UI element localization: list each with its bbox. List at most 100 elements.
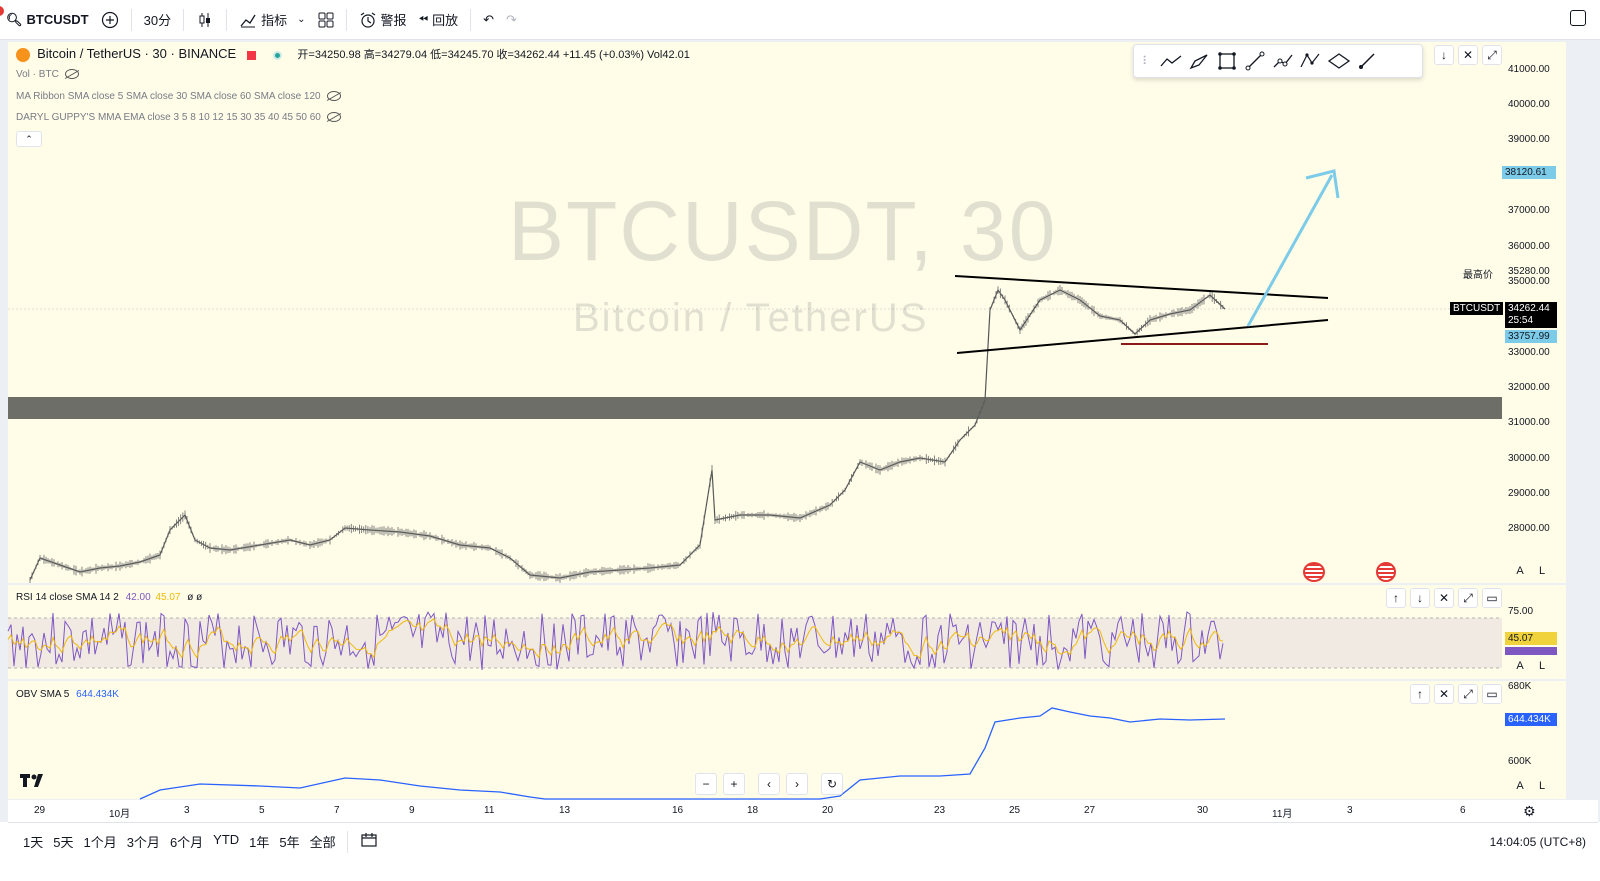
arrow-up-icon: ↑: [1417, 687, 1423, 701]
time-label: 11: [484, 805, 495, 816]
symbol-search[interactable]: 🔍︎ BTCUSDT: [0, 6, 95, 34]
pane-close-button[interactable]: ✕: [1458, 45, 1478, 65]
chart-type-button[interactable]: [190, 6, 220, 34]
obv-tick-680: 680K: [1508, 681, 1532, 692]
hidden-eye-icon[interactable]: [326, 91, 341, 102]
rectangle-tool[interactable]: [1213, 47, 1241, 75]
zoom-out-button[interactable]: −: [695, 773, 717, 795]
drag-handle-icon[interactable]: ⠇: [1142, 54, 1151, 68]
range-button[interactable]: 1天: [23, 835, 44, 850]
price-tick: 36000.00: [1508, 241, 1550, 252]
watermark-symbol: BTCUSDT, 30: [508, 184, 1058, 278]
zoom-in-button[interactable]: +: [723, 773, 745, 795]
auto-scale-button[interactable]: A: [1516, 565, 1524, 577]
range-button[interactable]: 1年: [249, 835, 270, 850]
rsi-log-scale-button[interactable]: L: [1538, 660, 1546, 672]
maximize-icon: ▭: [1486, 591, 1498, 605]
pattern-tool[interactable]: [1297, 47, 1325, 75]
close-icon: ✕: [1438, 591, 1450, 605]
alert-button[interactable]: 警报: [353, 6, 413, 34]
brush-tool[interactable]: [1185, 47, 1213, 75]
rsi-down-button[interactable]: ↓: [1410, 588, 1430, 608]
pane-down-button[interactable]: ↓: [1434, 45, 1454, 65]
obv-up-button[interactable]: ↑: [1410, 684, 1430, 704]
vol-legend[interactable]: Vol · BTC: [16, 69, 79, 80]
layouts-button[interactable]: [312, 6, 340, 34]
date-range-button[interactable]: [354, 832, 384, 851]
rsi-sma-legend-value: 45.07: [155, 592, 181, 603]
ellipse-tool[interactable]: [1325, 47, 1353, 75]
range-button[interactable]: 5年: [279, 835, 300, 850]
replay-button[interactable]: ⏪︎ 回放: [413, 6, 465, 34]
range-button[interactable]: 1个月: [83, 835, 117, 850]
range-button[interactable]: 全部: [309, 835, 336, 850]
add-symbol-button[interactable]: [95, 6, 125, 34]
obv-close-button[interactable]: ✕: [1434, 684, 1454, 704]
range-button[interactable]: 5天: [53, 835, 74, 850]
rsi-legend[interactable]: RSI 14 close SMA 14 2 42.00 45.07 ø ø: [16, 592, 202, 603]
price-tick: 35000.00: [1508, 276, 1550, 287]
hidden-eye-icon[interactable]: [326, 112, 341, 123]
price-series: [29, 285, 1226, 583]
trend-line-tool[interactable]: [1241, 47, 1269, 75]
us-flag-event-icon[interactable]: [1376, 562, 1396, 582]
rsi-collapse-button[interactable]: ⤢: [1458, 588, 1478, 608]
scroll-right-button[interactable]: ›: [786, 773, 808, 795]
status-dot-icon: [273, 50, 283, 60]
ray-tool[interactable]: [1353, 47, 1381, 75]
ray-icon: [1358, 53, 1375, 69]
rsi-value-label: 45.07: [1505, 632, 1557, 645]
range-button[interactable]: YTD: [213, 832, 240, 847]
obv-legend[interactable]: OBV SMA 5 644.434K: [16, 689, 119, 700]
rsi-auto-scale-button[interactable]: A: [1516, 660, 1524, 672]
reset-chart-button[interactable]: ↻: [821, 773, 843, 795]
redo-icon: ↷: [506, 11, 517, 27]
obv-auto-scale-button[interactable]: A: [1516, 780, 1524, 792]
us-flag-event-icon[interactable]: [1303, 562, 1325, 582]
close-icon: ✕: [1462, 48, 1474, 62]
path-tool[interactable]: [1269, 47, 1297, 75]
pane-collapse-button[interactable]: ⤢: [1482, 45, 1502, 65]
search-icon: 🔍︎: [6, 11, 23, 27]
rsi-up-button[interactable]: ↑: [1386, 588, 1406, 608]
obv-price-scale[interactable]: [1502, 681, 1566, 799]
price-tick: 28000.00: [1508, 523, 1550, 534]
time-label: 23: [934, 805, 946, 816]
obv-pane[interactable]: [8, 681, 1502, 799]
fullscreen-button[interactable]: [1570, 10, 1586, 26]
undo-button[interactable]: ↶: [477, 6, 500, 34]
settings-gear-icon[interactable]: ⚙: [1523, 803, 1536, 819]
tradingview-logo[interactable]: [20, 772, 48, 793]
legend-title[interactable]: Bitcoin / TetherUS · 30 · BINANCE: [37, 46, 237, 61]
obv-collapse-button[interactable]: ⤢: [1458, 684, 1478, 704]
arrow-up-icon: ↑: [1393, 591, 1399, 605]
scroll-left-button[interactable]: ‹: [758, 773, 780, 795]
hidden-eye-icon[interactable]: [64, 69, 79, 80]
ma-ribbon-legend[interactable]: MA Ribbon SMA close 5 SMA close 30 SMA c…: [16, 91, 341, 102]
time-label: 7: [334, 805, 340, 816]
collapse-legend-button[interactable]: ⌃: [16, 131, 42, 147]
refresh-icon: ↻: [826, 777, 838, 791]
time-label: 27: [1084, 805, 1096, 816]
time-label: 3: [1347, 805, 1353, 816]
plus-circle-icon: [101, 11, 118, 28]
indicators-button[interactable]: 指标 ⌄: [233, 6, 311, 34]
clock-display[interactable]: 14:04:05 (UTC+8): [1489, 834, 1586, 849]
obv-series: [139, 707, 1226, 800]
rsi-close-button[interactable]: ✕: [1434, 588, 1454, 608]
range-button[interactable]: 3个月: [126, 835, 160, 850]
log-scale-button[interactable]: L: [1538, 565, 1546, 577]
interval-button[interactable]: 30分: [143, 13, 172, 28]
obv-maximize-button[interactable]: ▭: [1482, 684, 1502, 704]
main-price-pane[interactable]: [8, 42, 1502, 583]
guppy-legend[interactable]: DARYL GUPPY'S MMA EMA close 3 5 8 10 12 …: [16, 112, 341, 123]
time-label: 6: [1460, 805, 1466, 816]
rsi-maximize-button[interactable]: ▭: [1482, 588, 1502, 608]
time-axis[interactable]: 29 10月 3 5 7 9 11 13 16 18 20 23 25 27 30 11月 3 6 ⚙: [8, 800, 1598, 822]
trend-angle-tool[interactable]: [1157, 47, 1185, 75]
redo-button[interactable]: ↷: [500, 6, 523, 34]
rsi-legend-name: RSI 14 close SMA 14 2: [16, 592, 119, 603]
obv-log-scale-button[interactable]: L: [1538, 780, 1546, 792]
rsi-line: [7, 611, 1224, 671]
range-button[interactable]: 6个月: [169, 835, 204, 850]
